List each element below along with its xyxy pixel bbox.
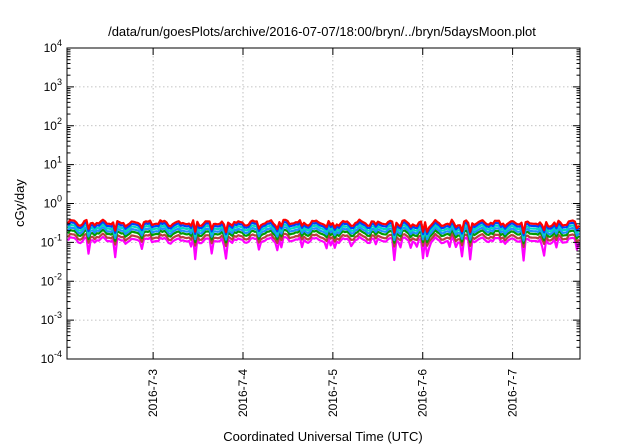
series-line-2	[67, 232, 580, 249]
x-tick-label: 2016-7-6	[416, 369, 430, 417]
y-tick-label: 10-3	[41, 310, 62, 327]
y-tick-label: 10-1	[41, 232, 62, 249]
x-tick-label: 2016-7-3	[146, 369, 160, 417]
chart-title: /data/run/goesPlots/archive/2016-07-07/1…	[108, 24, 536, 39]
series-layer	[67, 218, 581, 262]
y-tick-label: 101	[44, 155, 62, 172]
y-axis-label: cGy/day	[12, 179, 27, 227]
series-line-7	[67, 218, 580, 235]
y-tick-label: 103	[44, 77, 62, 94]
series-line-1	[67, 235, 581, 262]
y-tick-label: 10-2	[41, 271, 62, 288]
y-tick-label: 10-4	[41, 349, 62, 366]
series-line-5	[67, 223, 580, 239]
series-line-3	[67, 228, 580, 245]
grid	[67, 48, 580, 359]
x-tick-label: 2016-7-5	[326, 369, 340, 417]
x-tick-label: 2016-7-4	[236, 369, 250, 417]
x-axis-ticks: 2016-7-3 2016-7-4 2016-7-5 2016-7-6 2016-7-7	[146, 48, 520, 417]
y-axis-ticks: 10-4 10-3 10-2 10-1 100 101 102 103 104	[41, 38, 580, 366]
y-tick-label: 102	[44, 116, 62, 133]
y-tick-label: 100	[44, 194, 62, 211]
x-axis-label: Coordinated Universal Time (UTC)	[223, 429, 422, 444]
x-tick-label: 2016-7-7	[506, 369, 520, 417]
series-line-4	[67, 226, 580, 242]
series-line-6	[67, 220, 580, 237]
y-tick-label: 104	[44, 38, 62, 55]
